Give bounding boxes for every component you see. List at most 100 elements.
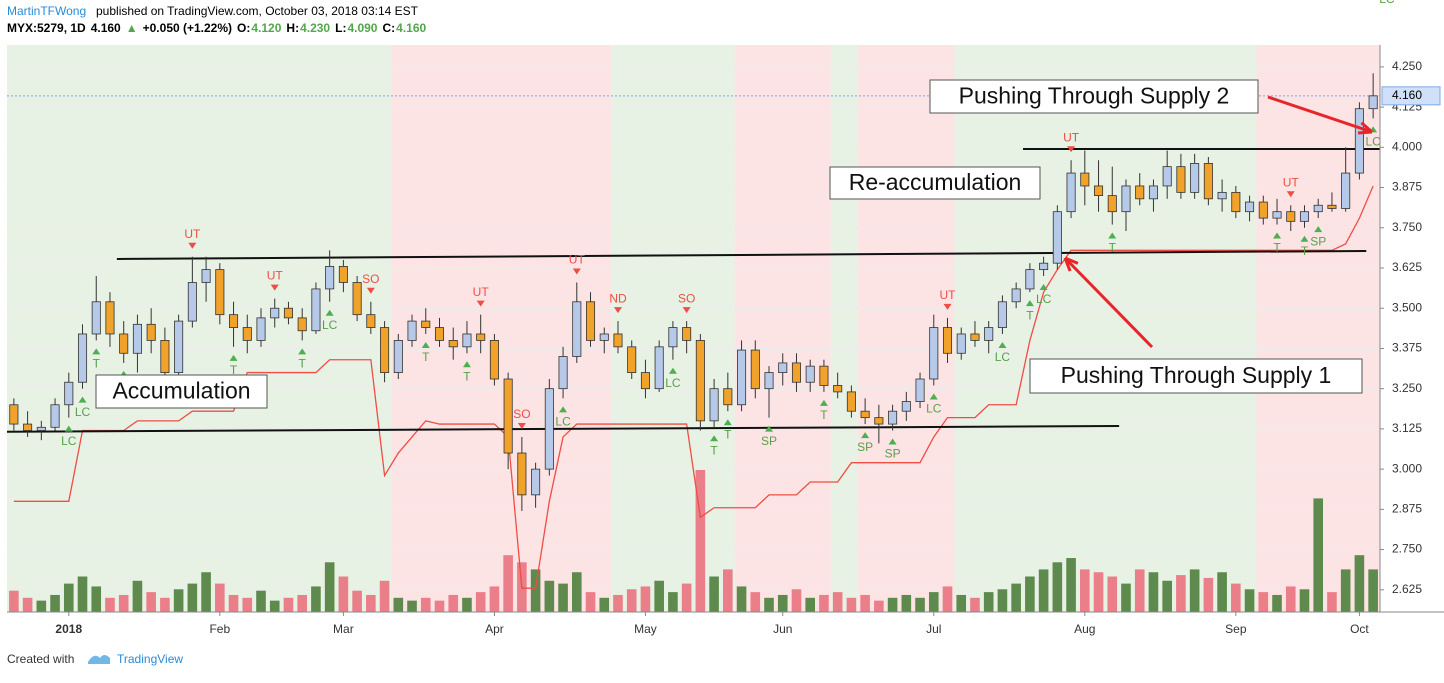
volume-bar — [434, 600, 445, 612]
signal-label: T — [422, 350, 430, 364]
signal-marker — [888, 438, 897, 445]
signal-label: T — [1301, 244, 1309, 258]
candle-body — [105, 301, 115, 335]
volume-bar — [640, 586, 651, 612]
signal-label: LC — [555, 415, 571, 429]
signal-label: T — [1109, 241, 1117, 255]
candle-body — [1299, 211, 1310, 222]
annotation-box — [929, 79, 1259, 114]
volume-bar — [448, 594, 459, 612]
volume-bar — [36, 600, 47, 612]
footer-brand[interactable]: TradingView — [117, 652, 183, 666]
signal-label: UT — [184, 227, 201, 241]
last-price-tag — [1381, 86, 1441, 106]
volume-bar — [91, 586, 102, 612]
candle-body — [640, 372, 650, 390]
volume-bar — [379, 580, 390, 612]
candle-body — [805, 365, 815, 383]
y-tick-label: 3.125 — [1392, 421, 1422, 435]
signal-marker — [668, 367, 677, 374]
signal-marker — [270, 284, 279, 291]
quote-part: 4.160 — [396, 21, 426, 35]
volume-bar — [407, 600, 417, 612]
signal-marker — [229, 354, 238, 361]
candle-body — [380, 327, 390, 373]
candle-body — [50, 404, 60, 428]
candle-body — [1354, 108, 1364, 174]
candle-body — [1190, 163, 1200, 193]
volume-bar — [311, 586, 321, 612]
signal-label: UT — [940, 288, 957, 302]
volume-bar — [1340, 569, 1351, 612]
volume-bar — [242, 597, 253, 612]
last-price-label: 4.160 — [1392, 88, 1422, 102]
volume-bar — [352, 590, 362, 612]
candle-body — [229, 314, 239, 328]
signal-label: LC — [926, 402, 942, 416]
candle-body — [1148, 185, 1158, 200]
signal-marker — [1286, 191, 1295, 198]
candle-body — [462, 333, 472, 348]
signal-marker — [476, 300, 485, 307]
candle-body — [1107, 195, 1117, 213]
signal-marker — [710, 435, 719, 442]
volume-bar — [50, 594, 60, 612]
candle-body — [723, 388, 733, 406]
candle-body — [1231, 191, 1241, 213]
volume-bar — [668, 592, 678, 612]
volume-bar — [1093, 572, 1104, 612]
volume-bar — [860, 594, 870, 612]
volume-bar — [777, 594, 788, 612]
phase-region — [7, 45, 392, 612]
candle-body — [77, 333, 88, 383]
candle-body — [1176, 166, 1186, 193]
volume-bar — [201, 572, 211, 612]
candle-body — [1162, 166, 1172, 187]
volume-bar — [1189, 569, 1200, 612]
volume-bar — [764, 597, 774, 612]
volume-bar — [1025, 576, 1035, 612]
author[interactable]: MartinTFWong — [7, 4, 86, 18]
candle-body — [201, 269, 211, 283]
phase-region — [954, 45, 1257, 612]
signal-marker — [421, 341, 430, 348]
candle-body — [503, 378, 513, 454]
candle-body — [695, 340, 705, 422]
volume-bar — [1244, 589, 1255, 612]
volume-bar — [1313, 498, 1324, 612]
candle-body — [627, 346, 637, 373]
volume-bar — [228, 594, 239, 612]
volume-bar — [915, 597, 925, 612]
signal-marker — [64, 425, 73, 432]
candle-body — [256, 317, 266, 341]
candle-body — [23, 423, 33, 431]
candle-body — [970, 333, 980, 341]
y-tick-label: 2.625 — [1392, 582, 1422, 596]
candle-body — [325, 265, 335, 290]
signal-marker — [572, 268, 581, 275]
volume-bar — [819, 594, 829, 612]
candle-body — [434, 327, 445, 341]
volume-bar — [654, 580, 664, 612]
candle-body — [1011, 288, 1021, 303]
signal-label: SO — [678, 291, 695, 305]
candle-body — [874, 417, 884, 425]
volume-bar — [874, 600, 884, 612]
signal-marker — [78, 396, 87, 403]
candle-body — [1080, 172, 1090, 187]
signal-label: UT — [1063, 130, 1080, 144]
quote-part: ▲ — [126, 21, 138, 35]
quote-part: 4.230 — [300, 21, 330, 35]
volume-bar — [1162, 580, 1172, 612]
candle-body — [819, 365, 829, 386]
signal-marker — [1314, 226, 1323, 233]
candle-body — [586, 301, 596, 341]
candle-body — [1039, 262, 1049, 271]
signal-marker — [325, 309, 334, 316]
signal-marker — [613, 307, 622, 314]
volume-bar — [1285, 586, 1296, 612]
y-tick-label: 3.625 — [1392, 260, 1422, 274]
signal-label: T — [710, 443, 718, 457]
candle-body — [531, 468, 541, 496]
volume-bar — [599, 597, 610, 612]
